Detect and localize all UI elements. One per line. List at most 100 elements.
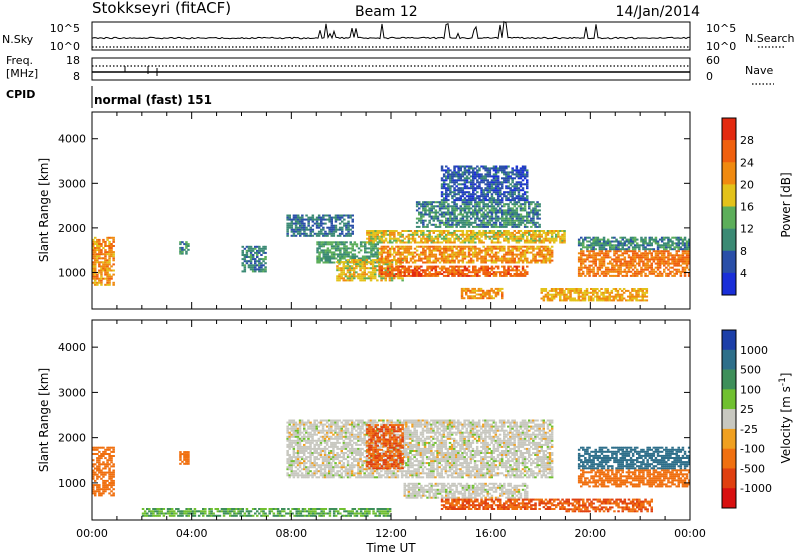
heatmap-cell: [636, 242, 639, 245]
heatmap-cell: [627, 240, 631, 243]
heatmap-cell: [580, 262, 583, 265]
heatmap-cell: [523, 183, 527, 186]
heatmap-cell: [606, 272, 610, 275]
heatmap-cell: [418, 241, 421, 244]
heatmap-cell: [490, 297, 493, 300]
heatmap-cell: [505, 230, 508, 232]
heatmap-cell: [469, 233, 473, 236]
heatmap-cell: [447, 255, 450, 258]
heatmap-cell: [332, 245, 336, 248]
heatmap-cell: [112, 473, 115, 476]
heatmap-cell: [434, 209, 438, 212]
heatmap-cell: [451, 245, 454, 248]
heatmap-cell: [523, 225, 527, 228]
heatmap-cell: [368, 235, 371, 238]
heatmap-cell: [94, 281, 97, 284]
heatmap-cell: [536, 221, 539, 224]
heatmap-cell: [249, 264, 253, 267]
heatmap-cell: [367, 267, 371, 270]
heatmap-cell: [94, 492, 97, 495]
heatmap-cell: [315, 232, 319, 235]
heatmap-cell: [494, 265, 498, 268]
heatmap-cell: [447, 239, 450, 242]
heatmap-cell: [461, 175, 465, 178]
heatmap-cell: [428, 267, 431, 270]
heatmap-cell: [465, 239, 469, 242]
heatmap-cell: [644, 274, 647, 277]
heatmap-cell: [322, 228, 325, 231]
heatmap-cell: [430, 267, 433, 270]
heatmap-cell: [467, 255, 471, 258]
heatmap-cell: [513, 183, 516, 186]
heatmap-cell: [442, 259, 446, 262]
heatmap-cell: [409, 269, 413, 272]
heatmap-cell: [484, 249, 487, 252]
heatmap-cell: [496, 179, 500, 182]
heatmap-cell: [544, 289, 548, 292]
heatmap-cell: [465, 230, 469, 232]
heatmap-cell: [380, 230, 384, 232]
heatmap-cell: [332, 257, 336, 260]
heatmap-cell: [507, 197, 510, 200]
heatmap-cell: [623, 264, 627, 267]
heatmap-cell: [687, 254, 691, 257]
heatmap-cell: [577, 240, 581, 243]
heatmap-cell: [104, 467, 107, 470]
heatmap-cell: [496, 169, 500, 172]
heatmap-cell: [481, 289, 485, 292]
heatmap-cell: [336, 214, 340, 217]
heatmap-cell: [625, 252, 629, 255]
heatmap-cell: [382, 263, 385, 266]
heatmap-cell: [472, 189, 475, 192]
heatmap-cell: [474, 193, 477, 196]
heatmap-cell: [526, 191, 529, 194]
heatmap-cell: [517, 223, 521, 226]
heatmap-cell: [546, 233, 550, 236]
heatmap-cell: [658, 256, 662, 259]
heatmap-cell: [457, 255, 460, 258]
heatmap-cell: [264, 270, 267, 273]
heatmap-cell: [343, 247, 346, 250]
heatmap-cell: [440, 191, 444, 194]
heatmap-cell: [501, 287, 504, 290]
heatmap-cell: [343, 257, 346, 260]
heatmap-cell: [629, 270, 633, 273]
heatmap-cell: [449, 211, 452, 214]
heatmap-cell: [420, 257, 423, 260]
heatmap-cell: [482, 223, 485, 226]
heatmap-cell: [415, 253, 419, 256]
heatmap-cell: [526, 195, 529, 198]
heatmap-cell: [611, 240, 614, 243]
heatmap-cell: [542, 297, 546, 300]
heatmap-cell: [181, 246, 184, 249]
heatmap-cell: [496, 217, 500, 220]
heatmap-cell: [459, 195, 462, 198]
heatmap-cell: [465, 231, 469, 234]
heatmap-cell: [671, 236, 674, 239]
heatmap-cell: [515, 197, 519, 200]
heatmap-cell: [494, 221, 498, 224]
heatmap-cell: [629, 258, 633, 261]
heatmap-cell: [538, 239, 541, 242]
heatmap-cell: [563, 235, 566, 238]
heatmap-cell: [463, 185, 467, 188]
heatmap-cell: [584, 266, 587, 269]
heatmap-cell: [438, 251, 442, 254]
heatmap-cell: [384, 277, 387, 280]
heatmap-cell: [667, 274, 670, 277]
heatmap-cell: [447, 219, 450, 222]
heatmap-cell: [492, 183, 496, 186]
heatmap-cell: [339, 241, 342, 244]
heatmap-cell: [550, 293, 554, 296]
heatmap-cell: [108, 467, 111, 470]
heatmap-cell: [482, 197, 485, 200]
heatmap-cell: [579, 288, 583, 290]
heatmap-cell: [260, 264, 263, 267]
heatmap-cell: [430, 255, 433, 258]
heatmap-cell: [359, 277, 362, 280]
heatmap-cell: [598, 260, 602, 263]
heatmap-cell: [311, 224, 315, 227]
heatmap-cell: [420, 233, 423, 236]
heatmap-cell: [372, 253, 375, 256]
heatmap-cell: [511, 193, 514, 196]
